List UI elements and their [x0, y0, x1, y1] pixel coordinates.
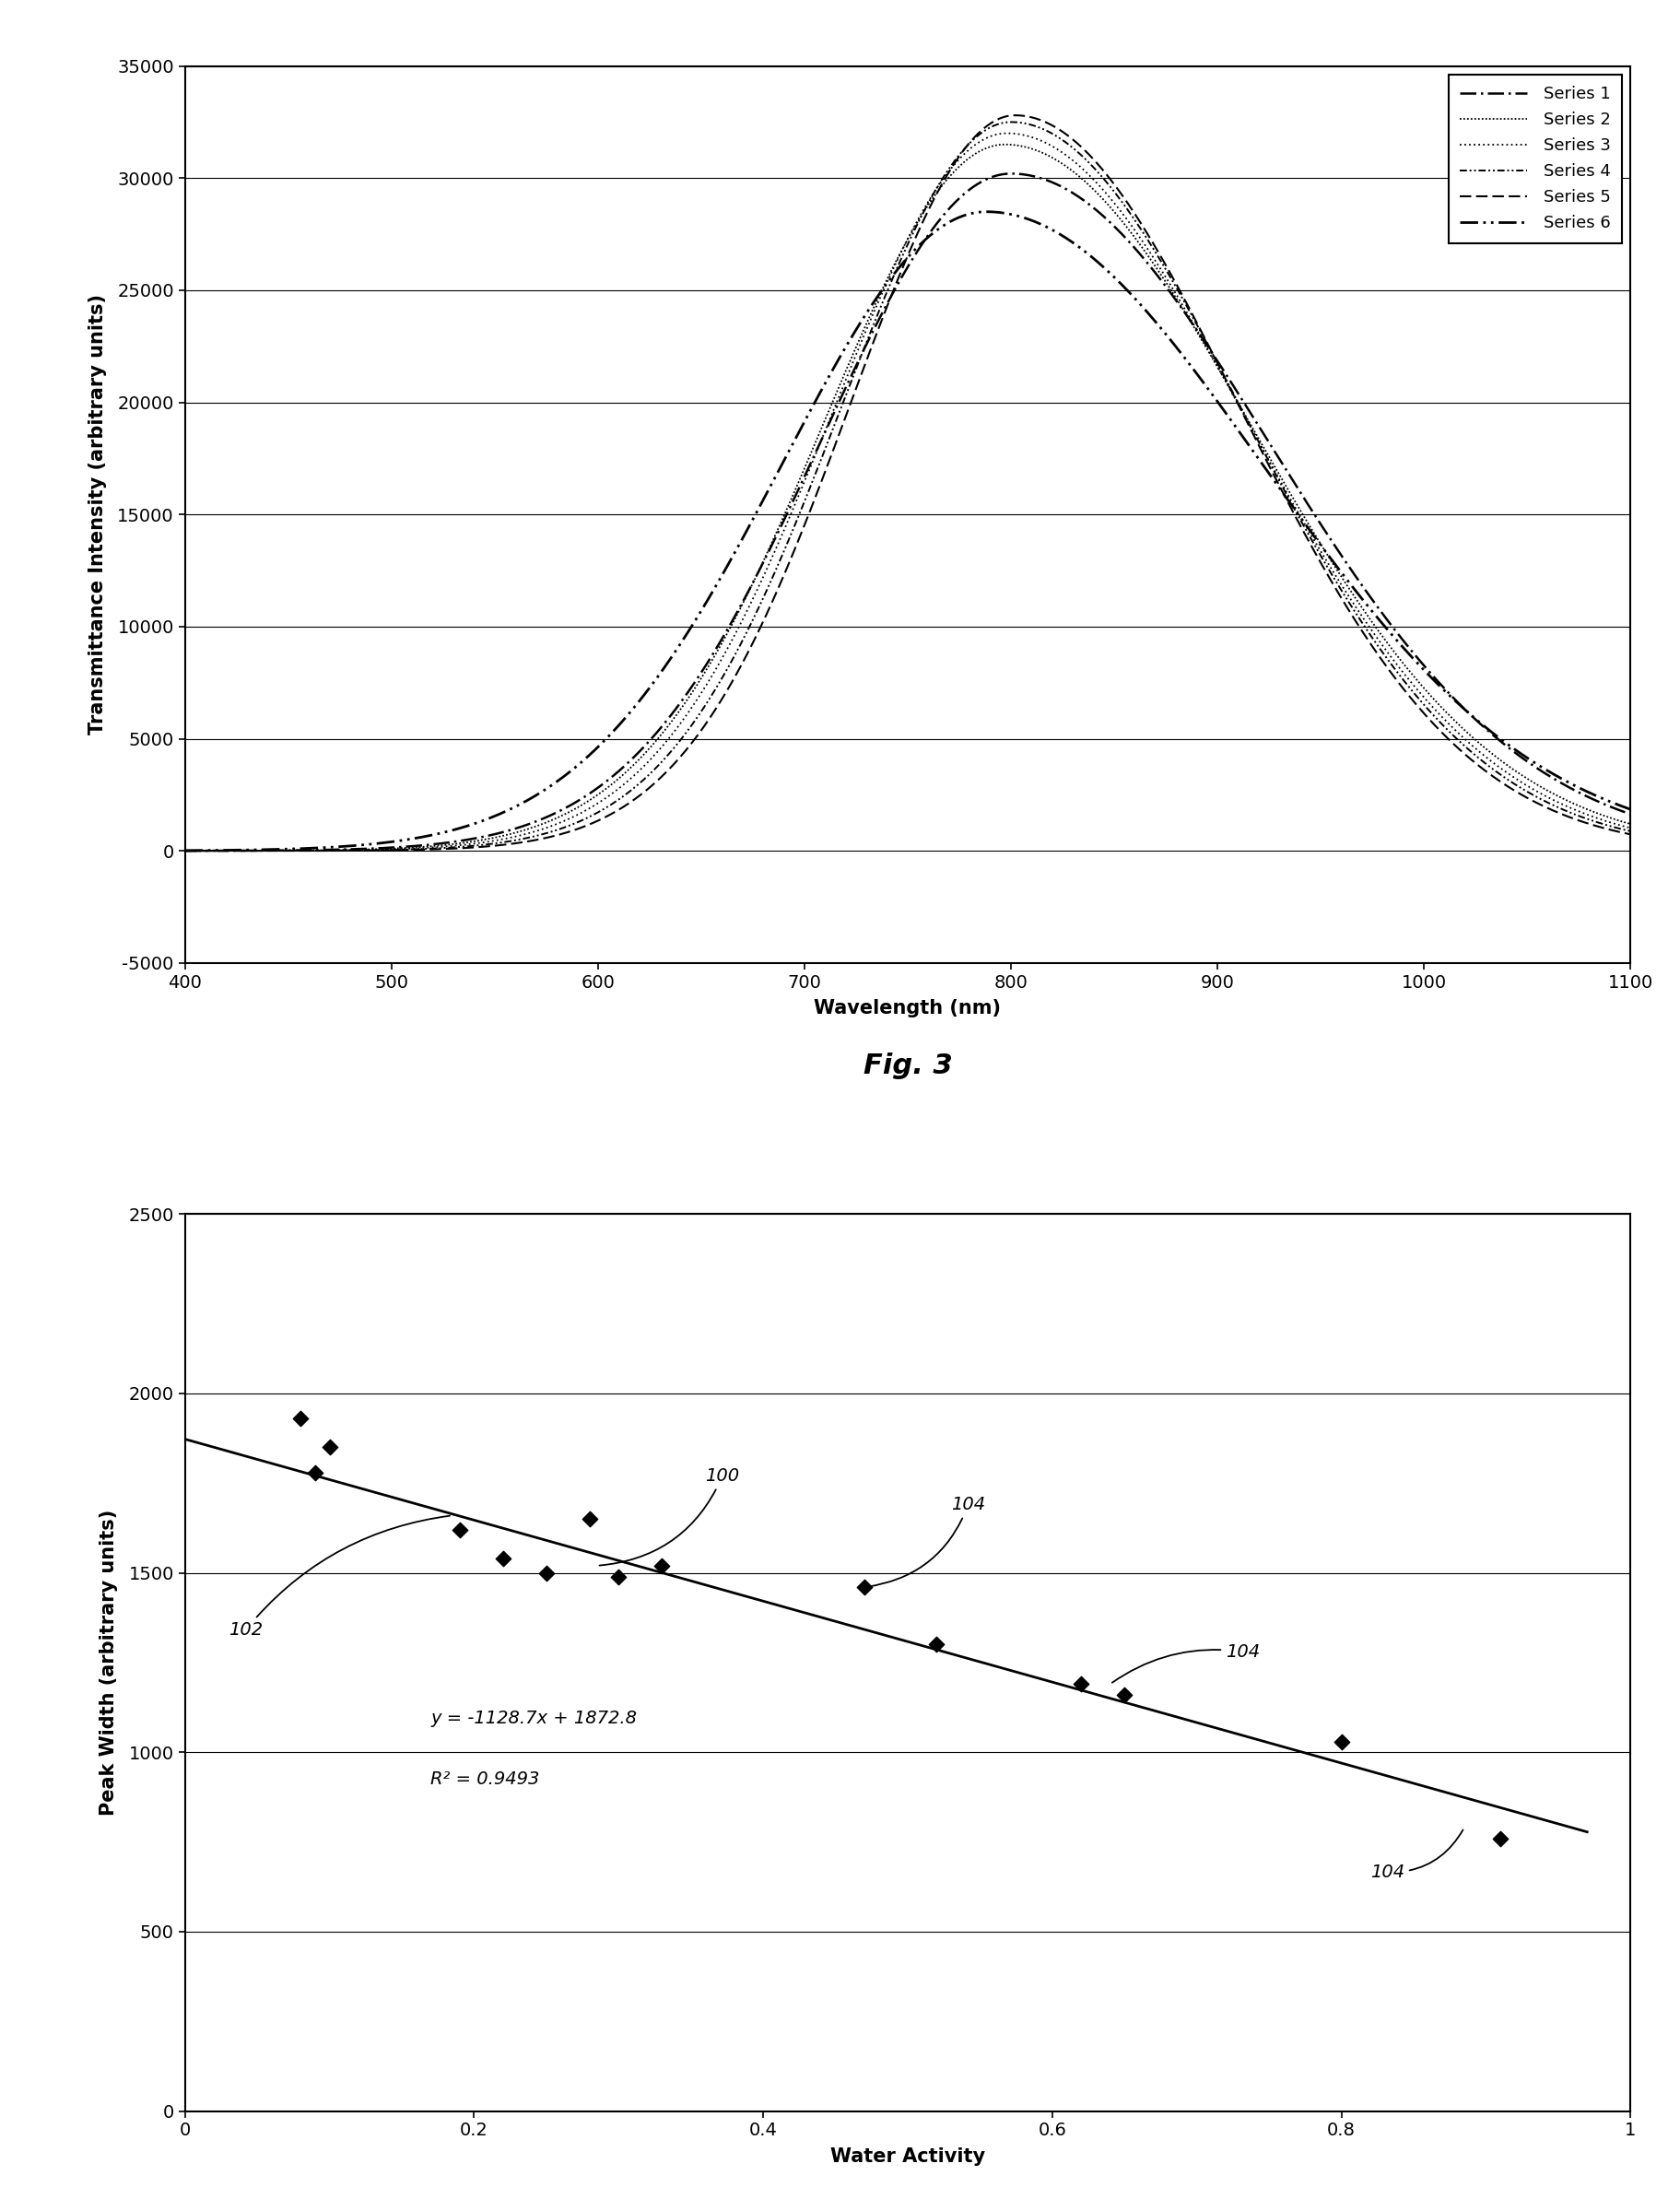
Series 3 — [1620, 816, 1640, 842]
Y-axis label: Transmittance Intensity (arbitrary units): Transmittance Intensity (arbitrary units… — [89, 295, 108, 734]
Point — [850, 1570, 877, 1605]
Point — [648, 1548, 675, 1583]
Series 3 — [1302, 523, 1322, 550]
Series 1 — [1478, 719, 1499, 745]
Line: Series 1: Series 1 — [185, 174, 1630, 851]
Point — [489, 1541, 516, 1577]
Series 2 — [1302, 517, 1322, 543]
Series 4 — [1620, 818, 1640, 844]
Series 5 — [1478, 761, 1499, 787]
Series 5 — [175, 838, 195, 864]
Series 6 — [632, 684, 652, 710]
Series 3 — [581, 794, 601, 820]
Series 3 — [998, 121, 1018, 147]
Series 2 — [528, 811, 548, 838]
Series 6 — [1478, 717, 1499, 743]
Series 1 — [528, 807, 548, 833]
Point — [605, 1559, 632, 1594]
Line: Series 6: Series 6 — [185, 211, 1630, 851]
Series 4 — [1478, 754, 1499, 781]
Series 6 — [1620, 796, 1640, 822]
Series 2 — [175, 838, 195, 864]
Series 1 — [581, 778, 601, 805]
Series 5 — [632, 781, 652, 807]
Series 3 — [1478, 748, 1499, 774]
Series 3 — [1126, 220, 1146, 246]
Legend: Series 1, Series 2, Series 3, Series 4, Series 5, Series 6: Series 1, Series 2, Series 3, Series 4, … — [1448, 75, 1621, 242]
Series 1 — [1001, 161, 1021, 187]
Series 1 — [175, 838, 195, 864]
Text: Fig. 3: Fig. 3 — [862, 1053, 953, 1080]
Text: 102: 102 — [228, 1515, 450, 1638]
Series 2 — [1478, 739, 1499, 765]
Series 1 — [1620, 800, 1640, 827]
Point — [1110, 1678, 1137, 1713]
Series 4 — [1302, 528, 1322, 554]
Series 3 — [632, 754, 652, 781]
Point — [1067, 1667, 1094, 1702]
Point — [533, 1555, 559, 1590]
Series 4 — [528, 822, 548, 849]
Line: Series 5: Series 5 — [185, 114, 1630, 851]
Series 2 — [1620, 811, 1640, 838]
Series 5 — [528, 827, 548, 853]
Series 2 — [995, 132, 1015, 158]
Line: Series 3: Series 3 — [185, 134, 1630, 851]
Series 4 — [632, 767, 652, 794]
Series 2 — [581, 785, 601, 811]
X-axis label: Water Activity: Water Activity — [830, 2146, 984, 2166]
Series 6 — [976, 198, 996, 224]
Point — [1327, 1724, 1354, 1759]
Line: Series 2: Series 2 — [185, 145, 1630, 851]
Point — [1487, 1821, 1514, 1856]
Series 5 — [581, 809, 601, 836]
Series 5 — [1620, 820, 1640, 847]
Line: Series 4: Series 4 — [185, 121, 1630, 851]
Text: 104: 104 — [867, 1495, 984, 1588]
Point — [301, 1456, 328, 1491]
Text: y = -1128.7x + 1872.8: y = -1128.7x + 1872.8 — [430, 1711, 637, 1726]
Point — [445, 1513, 472, 1548]
Series 5 — [1006, 101, 1026, 128]
Series 6 — [1302, 521, 1322, 548]
Series 4 — [581, 803, 601, 829]
Point — [576, 1502, 603, 1537]
Series 4 — [1126, 209, 1146, 235]
Series 6 — [528, 781, 548, 807]
Series 6 — [1126, 286, 1146, 312]
Text: R² = 0.9493: R² = 0.9493 — [430, 1770, 539, 1788]
Series 4 — [175, 838, 195, 864]
Series 1 — [1302, 497, 1322, 523]
Series 2 — [632, 743, 652, 770]
Series 6 — [581, 739, 601, 765]
Series 4 — [1001, 108, 1021, 134]
Point — [316, 1429, 343, 1465]
Series 3 — [175, 838, 195, 864]
Point — [922, 1627, 949, 1662]
Series 5 — [1302, 534, 1322, 561]
Text: 104: 104 — [1112, 1643, 1260, 1682]
Y-axis label: Peak Width (arbitrary units): Peak Width (arbitrary units) — [99, 1509, 118, 1816]
Series 3 — [528, 818, 548, 844]
Series 1 — [1126, 237, 1146, 264]
Text: 100: 100 — [600, 1467, 739, 1566]
Series 6 — [175, 838, 195, 864]
Series 1 — [632, 737, 652, 763]
Series 5 — [1126, 202, 1146, 229]
Point — [287, 1401, 314, 1436]
Series 2 — [1126, 226, 1146, 253]
Text: 104: 104 — [1369, 1830, 1462, 1880]
X-axis label: Wavelength (nm): Wavelength (nm) — [813, 998, 1001, 1018]
